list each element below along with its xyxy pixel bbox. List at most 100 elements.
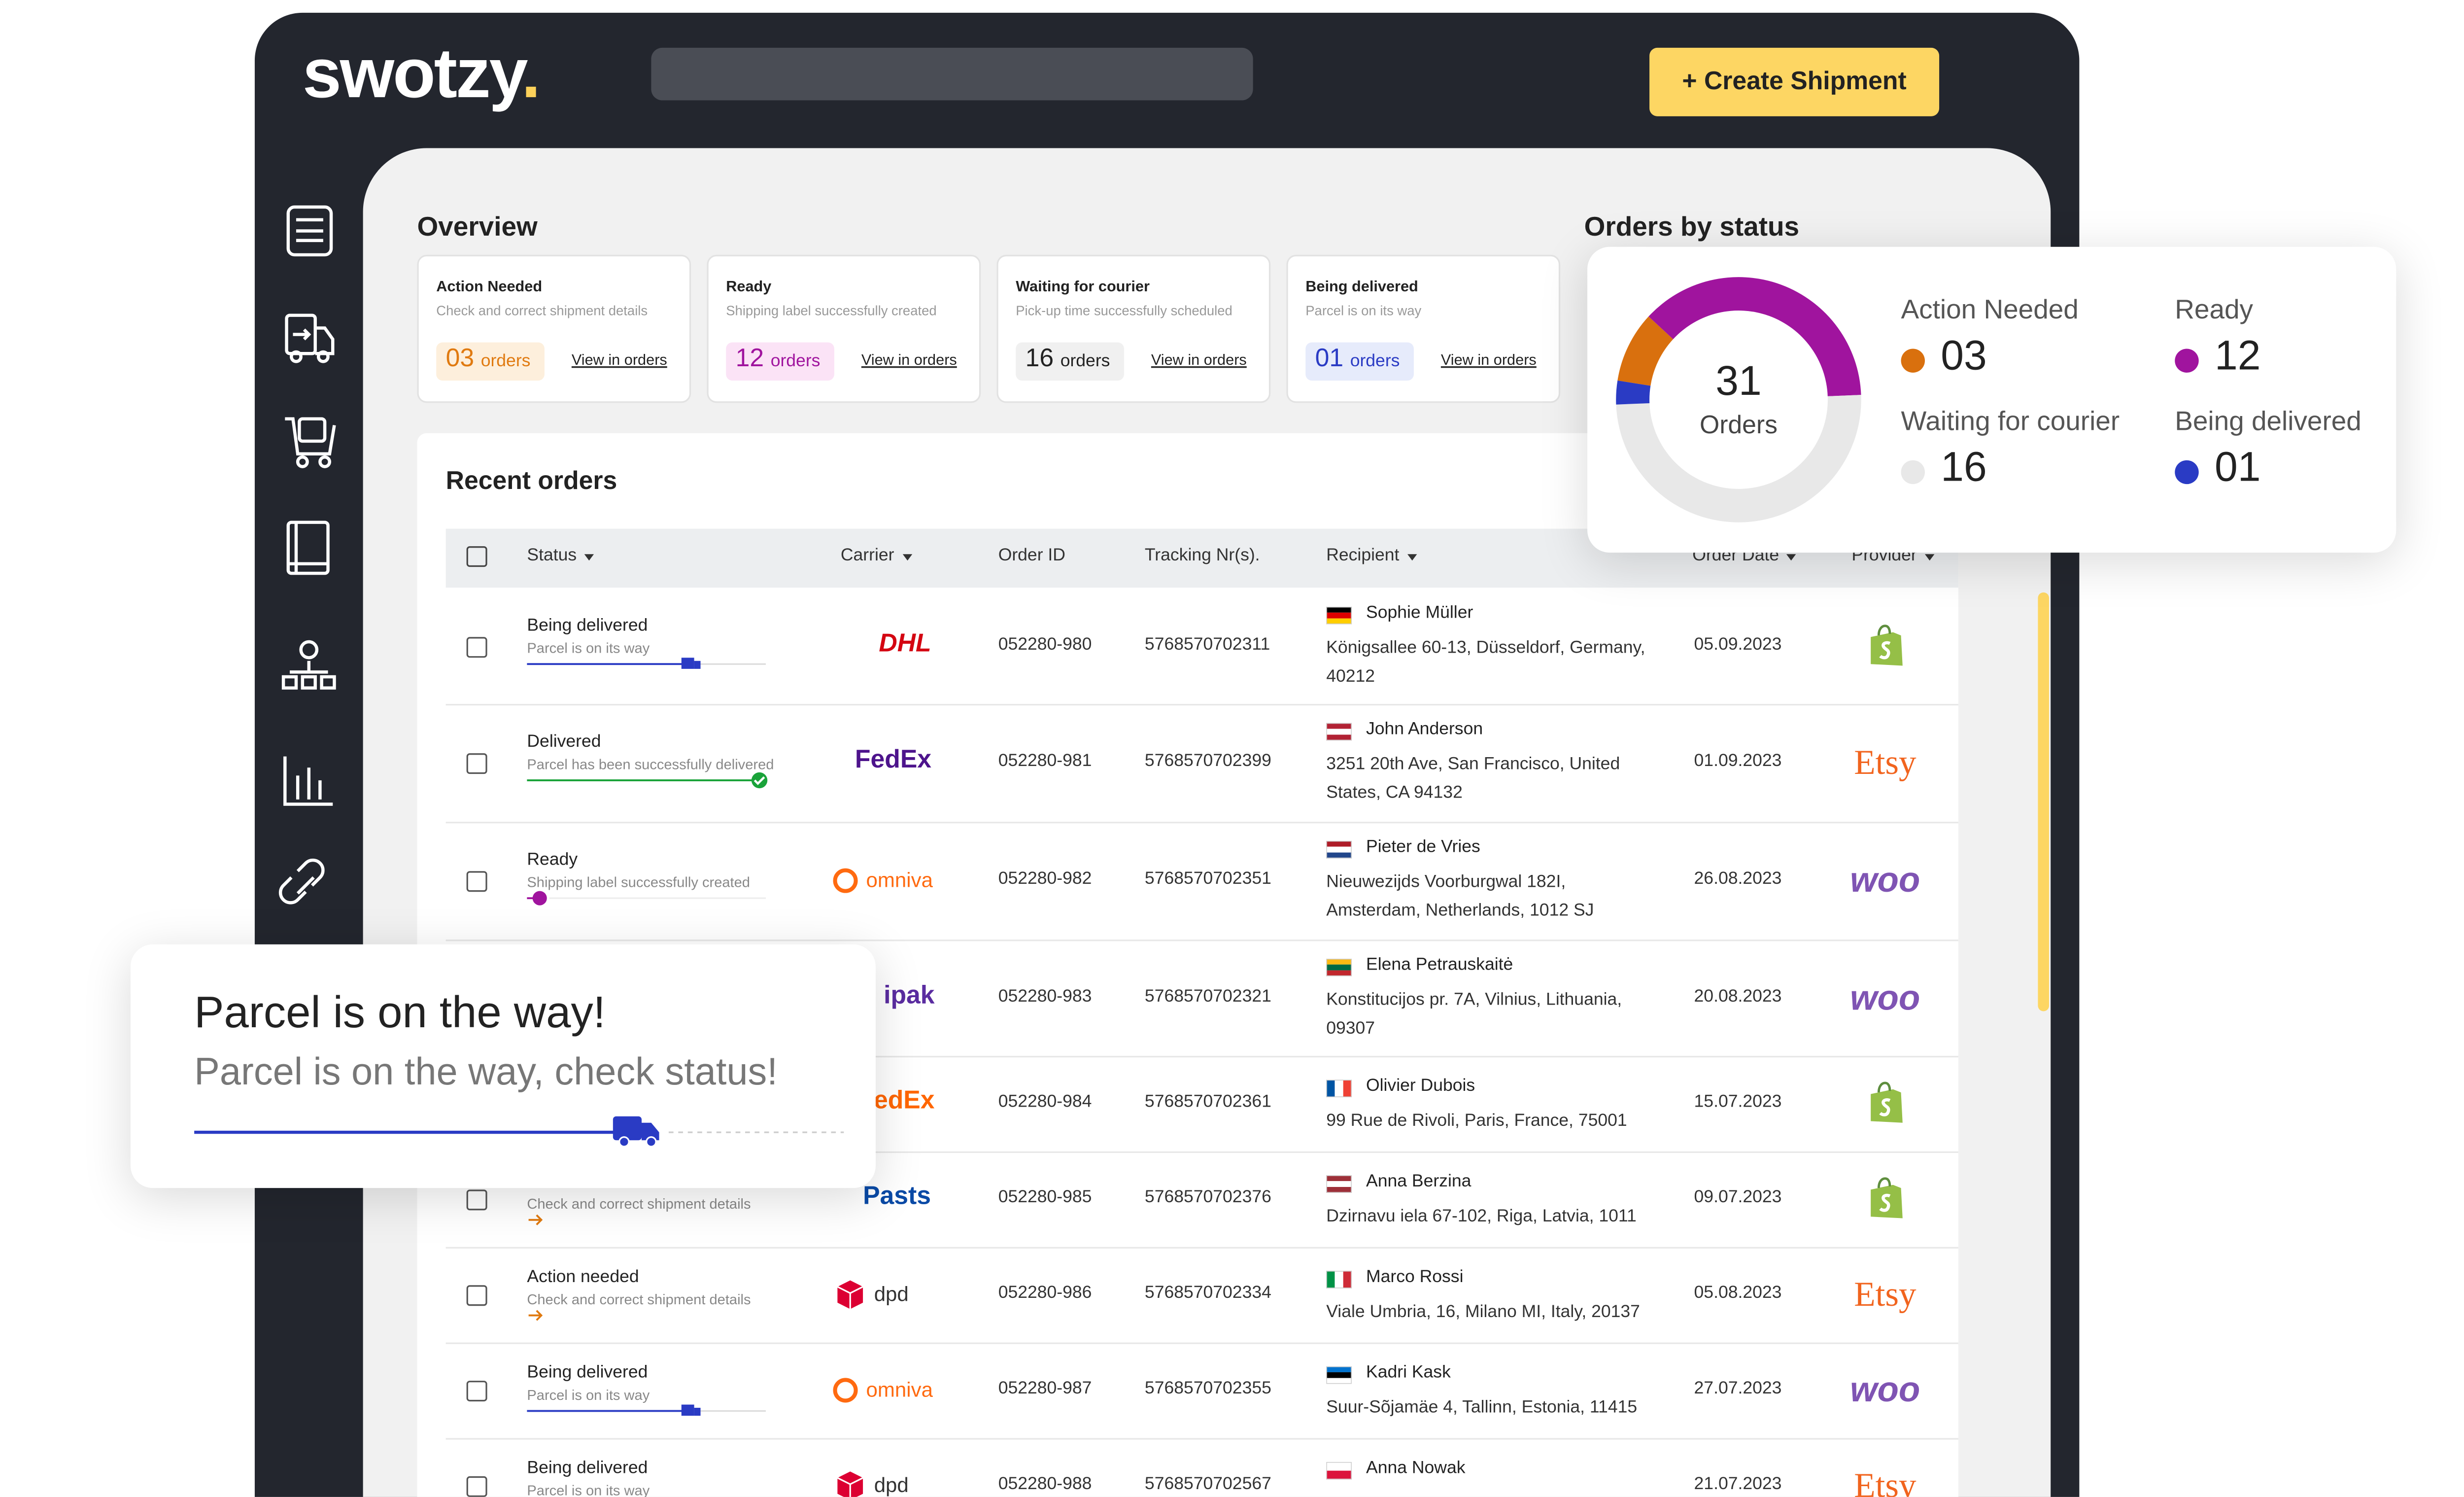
link-icon[interactable] xyxy=(278,858,325,905)
sort-caret xyxy=(584,554,594,561)
row-checkbox[interactable] xyxy=(466,1285,487,1306)
status-note: Check and correct shipment details xyxy=(527,1291,751,1308)
card-title: Action Needed xyxy=(436,279,543,296)
order-date: 05.08.2023 xyxy=(1694,1283,1782,1303)
flag-stripe xyxy=(1326,1175,1352,1182)
address: 99 Rue de Rivoli, Paris, France, 75001 xyxy=(1326,1112,1627,1131)
flag-stripe xyxy=(1326,612,1352,619)
catalog-icon[interactable] xyxy=(286,521,330,575)
card-link[interactable]: View in orders xyxy=(1440,351,1537,370)
status-card xyxy=(1286,254,1561,403)
select-all-checkbox[interactable] xyxy=(466,546,487,567)
carrier: omniva xyxy=(866,868,933,892)
logo-dot: . xyxy=(521,35,541,113)
column-header[interactable]: Carrier xyxy=(840,546,894,565)
recipient: Olivier Dubois xyxy=(1366,1076,1475,1096)
recipient: Anna Nowak xyxy=(1366,1459,1466,1478)
row-checkbox[interactable] xyxy=(466,1189,487,1211)
flag-border xyxy=(1326,1271,1352,1288)
card-count: 12 xyxy=(735,346,764,373)
sort-caret xyxy=(1786,554,1796,561)
order-date: 01.09.2023 xyxy=(1694,751,1782,771)
order-id: 052280-980 xyxy=(998,634,1092,654)
scrollbar[interactable] xyxy=(2038,592,2049,1011)
provider: Etsy xyxy=(1854,1465,1916,1497)
donut-segment xyxy=(1616,381,1651,405)
card-badge xyxy=(726,342,834,381)
carrier-icon xyxy=(833,1378,858,1403)
status-indicator xyxy=(527,891,766,905)
card-count: 01 xyxy=(1315,346,1344,373)
flag-stripe xyxy=(1326,1181,1352,1187)
card-title: Waiting for courier xyxy=(1016,279,1150,296)
overview-title: Overview xyxy=(417,211,538,243)
carrier: FedEx xyxy=(855,747,932,774)
flag-stripe xyxy=(1335,1079,1343,1097)
donut-total: 31 xyxy=(1715,356,1762,405)
flag xyxy=(1326,840,1352,859)
analytics-icon[interactable] xyxy=(283,756,333,806)
integrations-icon[interactable] xyxy=(281,640,336,690)
card-link[interactable]: View in orders xyxy=(571,351,667,370)
truck xyxy=(681,658,694,669)
recipient: Pieter de Vries xyxy=(1366,837,1480,857)
shipment-icon[interactable] xyxy=(285,313,335,363)
card-link[interactable]: View in orders xyxy=(861,351,957,370)
status-card xyxy=(417,254,691,403)
ring xyxy=(833,868,858,893)
legend-value: 16 xyxy=(1941,443,1987,491)
search-bar[interactable] xyxy=(651,47,1253,101)
column-header[interactable]: Recipient xyxy=(1326,546,1400,565)
carrier: omniva xyxy=(866,1377,933,1402)
tracking: 5768570702567 xyxy=(1144,1474,1271,1494)
flag-stripe xyxy=(1335,1271,1343,1288)
sort-caret xyxy=(1924,554,1935,561)
row-checkbox[interactable] xyxy=(466,1476,487,1497)
status-note: Parcel has been successfully delivered xyxy=(527,756,774,772)
donut-chart xyxy=(1616,277,1861,522)
status-card xyxy=(707,254,981,403)
address: 3251 20th Ave, San Francisco, United Sta… xyxy=(1326,755,1620,803)
flag-stripe xyxy=(1326,846,1352,853)
sort-caret xyxy=(902,554,913,561)
status-note: Check and correct shipment details xyxy=(527,1196,751,1212)
order-id: 052280-986 xyxy=(998,1283,1092,1303)
flag xyxy=(1326,723,1352,741)
legend-label: Ready xyxy=(2175,294,2253,325)
row-divider xyxy=(445,1247,1958,1249)
check-circle xyxy=(751,772,768,789)
row-divider xyxy=(445,703,1958,706)
carrier: dpd xyxy=(874,1473,909,1497)
address: Dzirnavu iela 67-102, Riga, Latvia, 1011 xyxy=(1326,1207,1637,1226)
card-unit: orders xyxy=(770,351,821,371)
caret xyxy=(902,554,913,561)
legend-dot xyxy=(2175,348,2199,373)
cart-icon[interactable] xyxy=(285,417,336,468)
provider-icon xyxy=(1871,1081,1903,1123)
card-subtitle: Pick-up time successfully scheduled xyxy=(1016,302,1232,319)
status-indicator xyxy=(527,772,768,789)
column-header: Order ID xyxy=(998,546,1065,565)
card-subtitle: Check and correct shipment details xyxy=(436,302,648,319)
row-checkbox[interactable] xyxy=(466,636,487,657)
flag-stripe xyxy=(1326,618,1352,625)
card-badge xyxy=(1016,342,1124,381)
tracking: 5768570702311 xyxy=(1144,634,1270,654)
status: Ready xyxy=(527,850,578,870)
column-header[interactable]: Status xyxy=(527,546,577,565)
card-link[interactable]: View in orders xyxy=(1151,351,1247,370)
calculator-icon[interactable] xyxy=(286,205,333,257)
status: Delivered xyxy=(527,732,601,752)
create-shipment-button[interactable]: + Create Shipment xyxy=(1649,47,1940,116)
row-checkbox[interactable] xyxy=(466,753,487,774)
tracking: 5768570702355 xyxy=(1144,1379,1271,1398)
card-count: 16 xyxy=(1025,346,1054,373)
recipient: John Anderson xyxy=(1366,720,1483,739)
notification-title: Parcel is on the way! xyxy=(194,987,606,1037)
legend-dot xyxy=(1901,460,1925,485)
flag xyxy=(1326,958,1352,976)
row-checkbox[interactable] xyxy=(466,871,487,892)
address: Königsallee 60-13, Düsseldorf, Germany, … xyxy=(1326,638,1645,687)
row-checkbox[interactable] xyxy=(466,1381,487,1402)
recipient: Kadri Kask xyxy=(1366,1363,1451,1383)
